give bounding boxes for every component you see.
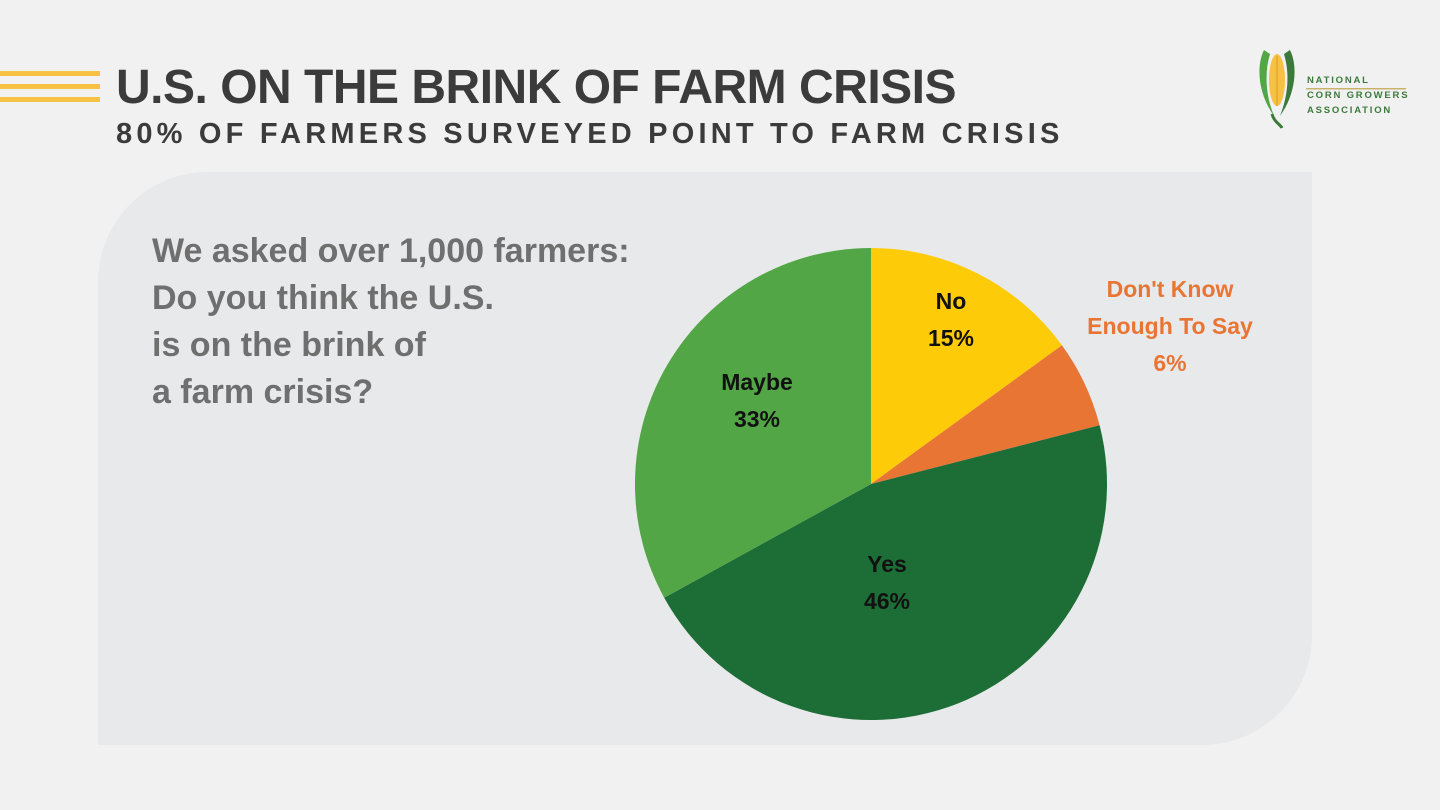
slice-label-yes: Yes 46% xyxy=(864,551,910,614)
page-subtitle: 80% OF FARMERS SURVEYED POINT TO FARM CR… xyxy=(116,118,1064,150)
question-line: is on the brink of xyxy=(152,326,426,364)
slice-label-line: No xyxy=(936,288,967,314)
accent-stripe xyxy=(0,71,100,76)
logo-line: ASSOCIATION xyxy=(1307,105,1393,116)
slice-value-label: 6% xyxy=(1153,350,1186,376)
slice-label-line: Enough To Say xyxy=(1087,313,1253,339)
accent-stripe xyxy=(0,84,100,89)
slice-label-line: Yes xyxy=(867,551,907,577)
accent-stripes xyxy=(0,71,100,110)
slice-label-maybe: Maybe 33% xyxy=(721,369,793,432)
page-title: U.S. ON THE BRINK OF FARM CRISIS xyxy=(116,61,957,114)
accent-stripe xyxy=(0,97,100,102)
slice-label-no: No 15% xyxy=(928,288,974,351)
corn-icon xyxy=(1259,50,1406,129)
question-line: We asked over 1,000 farmers: xyxy=(152,232,630,270)
pie-slice-dont-know xyxy=(871,345,1100,484)
slice-value-label: 33% xyxy=(734,406,780,432)
slice-label-line: Don't Know xyxy=(1107,276,1234,302)
question-line: a farm crisis? xyxy=(152,373,374,411)
slice-label-line: Maybe xyxy=(721,369,793,395)
question-line: Do you think the U.S. xyxy=(152,279,494,317)
slice-value-label: 15% xyxy=(928,325,974,351)
logo-line: NATIONAL xyxy=(1307,75,1370,86)
slice-value-label: 46% xyxy=(864,588,910,614)
pie-slice-yes xyxy=(664,425,1108,721)
logo-line: CORN GROWERS xyxy=(1307,90,1410,101)
pie-slice-no xyxy=(871,248,1062,484)
slice-label-dont-know: Don't Know Enough To Say 6% xyxy=(1087,276,1253,376)
survey-question: We asked over 1,000 farmers: Do you thin… xyxy=(152,228,712,416)
pie-slice-maybe xyxy=(635,248,871,598)
logo-text: NATIONAL CORN GROWERS ASSOCIATION xyxy=(1307,73,1409,118)
